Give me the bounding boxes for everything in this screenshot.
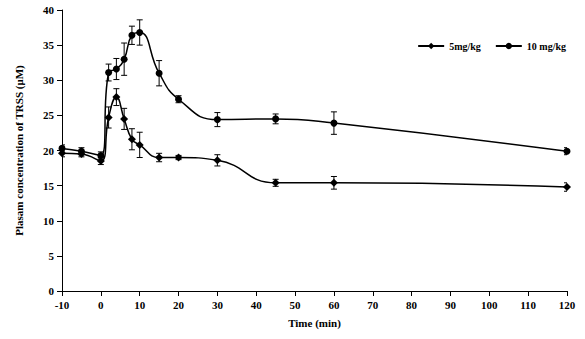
- svg-text:20: 20: [43, 145, 55, 157]
- svg-text:30: 30: [212, 299, 224, 311]
- svg-text:15: 15: [43, 180, 55, 192]
- svg-text:0: 0: [49, 285, 55, 297]
- svg-text:5: 5: [49, 250, 55, 262]
- svg-text:35: 35: [43, 39, 55, 51]
- svg-text:50: 50: [290, 299, 302, 311]
- svg-text:90: 90: [445, 299, 457, 311]
- svg-text:20: 20: [173, 299, 185, 311]
- svg-text:Plasam concentration of TRSS (: Plasam concentration of TRSS (μM): [13, 65, 26, 236]
- svg-text:-10: -10: [55, 299, 70, 311]
- svg-text:10: 10: [134, 299, 146, 311]
- svg-text:40: 40: [43, 4, 55, 16]
- svg-text:10 mg/kg: 10 mg/kg: [527, 41, 566, 52]
- svg-text:100: 100: [481, 299, 498, 311]
- svg-text:10: 10: [43, 215, 55, 227]
- svg-text:5mg/kg: 5mg/kg: [449, 41, 481, 52]
- svg-text:110: 110: [520, 299, 536, 311]
- svg-text:60: 60: [328, 299, 340, 311]
- svg-text:40: 40: [251, 299, 263, 311]
- svg-text:Time (min): Time (min): [288, 317, 341, 330]
- svg-text:70: 70: [367, 299, 379, 311]
- svg-text:80: 80: [406, 299, 418, 311]
- svg-text:0: 0: [98, 299, 104, 311]
- svg-text:25: 25: [43, 109, 55, 121]
- svg-text:30: 30: [43, 74, 55, 86]
- svg-text:120: 120: [559, 299, 576, 311]
